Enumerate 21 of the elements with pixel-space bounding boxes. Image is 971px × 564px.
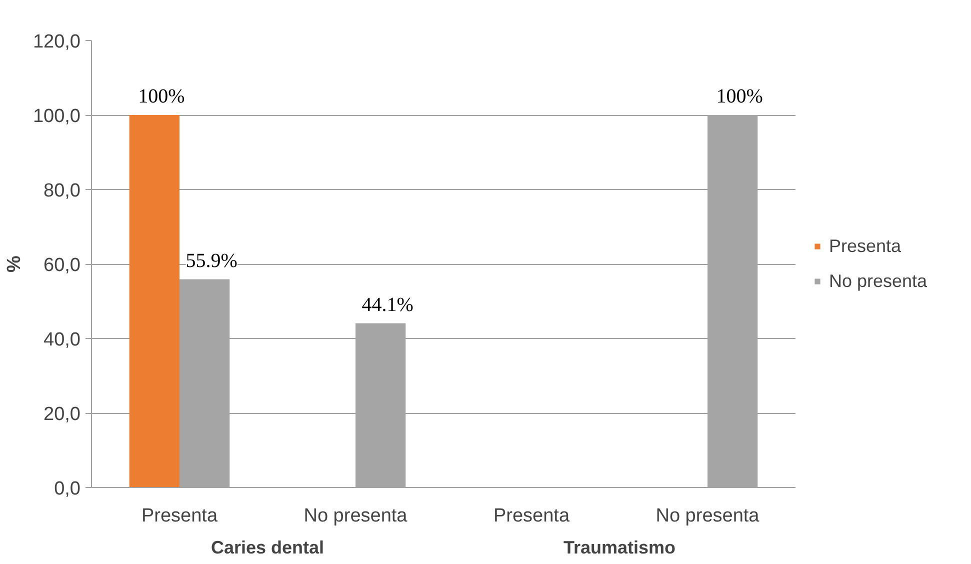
data-label: 55.9% (186, 250, 238, 272)
x-tick-label: No presenta (656, 506, 760, 526)
legend-label: Presenta (829, 236, 902, 256)
y-tick-label: 60,0 (44, 255, 81, 276)
y-tick-label: 80,0 (44, 180, 81, 202)
y-axis-title: % (4, 255, 25, 272)
y-tick-label: 120,0 (32, 32, 80, 52)
text: Traumatismo (563, 538, 676, 558)
data-label: 100% (138, 86, 185, 108)
data-label: 100% (716, 86, 763, 108)
y-tick-label: 40,0 (44, 330, 81, 350)
data-label: 44.1% (362, 294, 414, 316)
text: Caries dental (210, 538, 324, 558)
y-tick-label: 20,0 (44, 404, 81, 425)
y-tick-label: 100,0 (32, 106, 80, 127)
x-tick-label: Presenta (493, 506, 570, 526)
legend-label: No presenta (829, 270, 928, 292)
y-tick-label: 0,0 (54, 478, 81, 500)
bar (129, 115, 180, 488)
x-tick-label: No presenta (304, 506, 408, 526)
x-tick-label: Presenta (141, 506, 218, 526)
